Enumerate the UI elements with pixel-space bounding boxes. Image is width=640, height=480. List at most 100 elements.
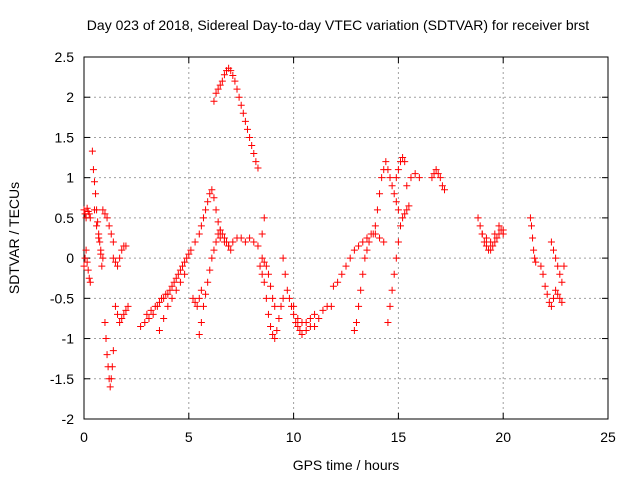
data-point (482, 234, 490, 242)
data-point (229, 238, 237, 246)
y-tick-label: -0.5 (50, 290, 74, 306)
data-point (168, 294, 176, 302)
data-point (252, 158, 260, 166)
data-point (227, 67, 235, 75)
data-point (118, 246, 126, 254)
data-point (199, 214, 207, 222)
data-point (558, 278, 566, 286)
data-point (311, 322, 319, 330)
data-point (210, 246, 218, 254)
data-point (85, 210, 93, 218)
data-point (390, 270, 398, 278)
data-point (407, 174, 415, 182)
data-point (96, 238, 104, 246)
data-point (176, 266, 184, 274)
y-tick-label: 0.5 (55, 210, 75, 226)
data-point (197, 286, 205, 294)
data-point (210, 194, 218, 202)
data-point (269, 331, 277, 339)
data-point (334, 278, 342, 286)
data-point (530, 246, 538, 254)
data-point (206, 266, 214, 274)
data-point (532, 258, 540, 266)
data-point (306, 314, 314, 322)
data-point (350, 246, 358, 254)
data-point (547, 302, 555, 310)
data-point (174, 270, 182, 278)
data-point (371, 222, 379, 230)
y-tick-label: 1 (66, 170, 74, 186)
data-point (107, 230, 115, 238)
data-point (355, 302, 363, 310)
data-point (552, 254, 560, 262)
series-arc-15 (216, 214, 268, 250)
data-point (399, 214, 407, 222)
data-point (294, 314, 302, 322)
data-point (554, 262, 562, 270)
y-tick-label: 0 (66, 250, 74, 266)
data-point (212, 238, 220, 246)
data-point (155, 327, 163, 335)
data-point (122, 242, 130, 250)
data-point (235, 93, 243, 101)
data-point (95, 234, 103, 242)
data-point (359, 270, 367, 278)
series-arc-11 (155, 270, 189, 335)
data-point (554, 290, 562, 298)
data-point (476, 222, 484, 230)
data-point (327, 302, 335, 310)
data-point (160, 294, 168, 302)
data-point (93, 222, 101, 230)
data-point (526, 214, 534, 222)
data-point (302, 318, 310, 326)
data-point (92, 190, 100, 198)
data-point (319, 306, 327, 314)
x-tick-label: 15 (391, 429, 407, 445)
data-point (478, 230, 486, 238)
data-point (474, 214, 482, 222)
data-point (185, 250, 193, 258)
data-point (181, 258, 189, 266)
data-point (99, 206, 107, 214)
data-point (491, 230, 499, 238)
data-point (267, 282, 275, 290)
series-arc-27 (428, 166, 449, 194)
y-tick-label: 1.5 (55, 129, 75, 145)
series-arc-22 (350, 238, 373, 335)
data-point (155, 298, 163, 306)
data-point (401, 158, 409, 166)
data-point (193, 302, 201, 310)
series-arc-19 (279, 254, 335, 339)
data-point (495, 222, 503, 230)
data-point (216, 234, 224, 242)
data-point (315, 314, 323, 322)
series-arc-01 (80, 204, 94, 222)
data-point (197, 222, 205, 230)
data-point (298, 331, 306, 339)
data-point (81, 254, 89, 262)
data-point (401, 210, 409, 218)
data-point (243, 125, 251, 133)
data-point (384, 318, 392, 326)
data-point (545, 298, 553, 306)
data-point (487, 246, 495, 254)
data-point (489, 242, 497, 250)
data-point (365, 238, 373, 246)
data-point (241, 238, 249, 246)
data-point (214, 218, 222, 226)
data-point (260, 214, 268, 222)
data-point (560, 262, 568, 270)
series-arc-16 (189, 286, 205, 310)
data-point (210, 97, 218, 105)
data-point (99, 254, 107, 262)
data-point (394, 166, 402, 174)
data-point (355, 242, 363, 250)
data-point (537, 262, 545, 270)
series-arc-09 (137, 238, 199, 330)
data-point (118, 314, 126, 322)
series-arc-30 (526, 214, 540, 266)
data-point (111, 258, 119, 266)
data-point (116, 254, 124, 262)
chart-title: Day 023 of 2018, Sidereal Day-to-day VTE… (87, 17, 589, 33)
y-tick-label: 2 (66, 89, 74, 105)
